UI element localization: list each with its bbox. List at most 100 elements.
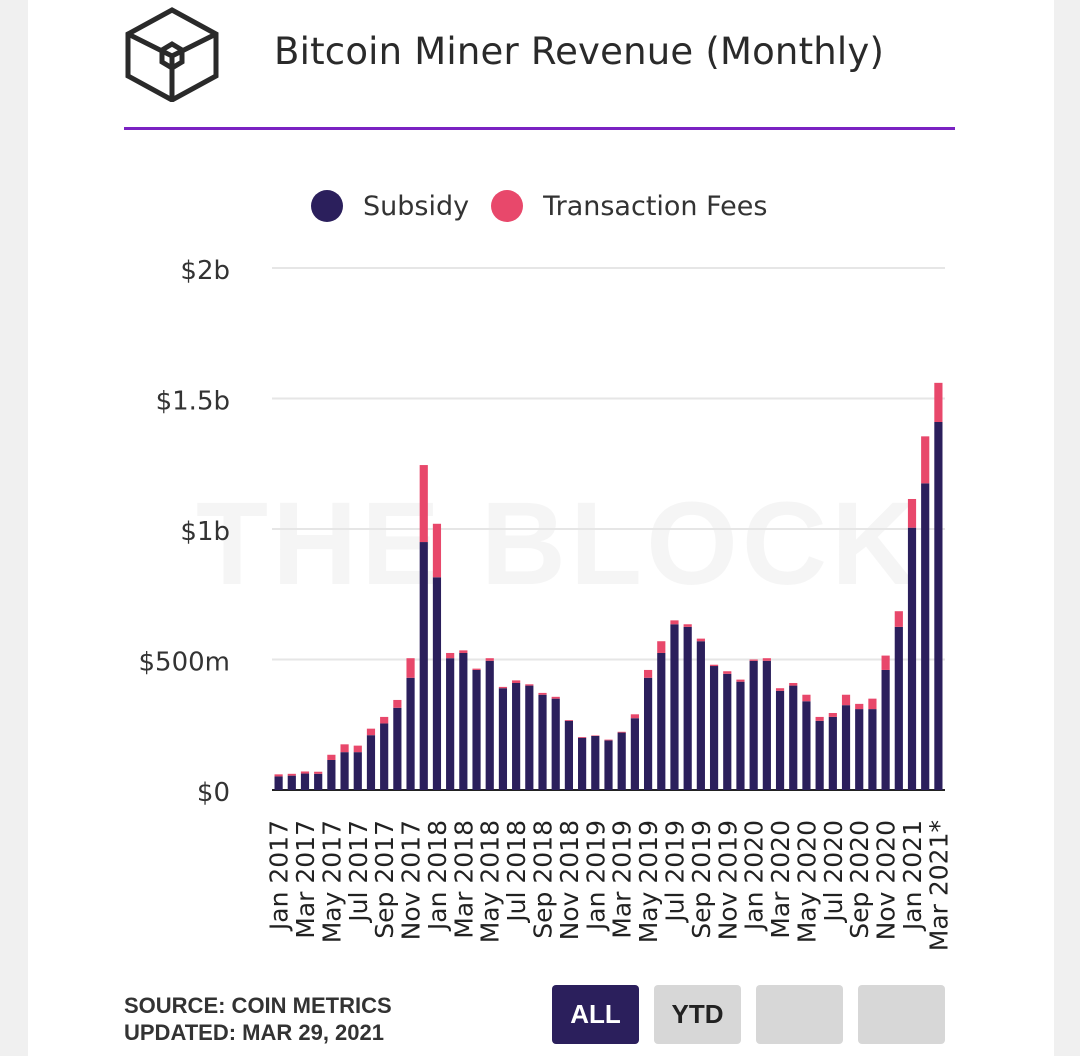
x-tick-label: Nov 2018 [555,820,584,940]
bar-subsidy [432,577,442,790]
bar-subsidy [696,641,705,790]
bar-transaction-fees [419,465,428,543]
bar-subsidy [353,752,362,790]
bar-transaction-fees [696,638,705,642]
range-button-3[interactable] [756,985,843,1044]
x-tick-label: May 2018 [476,820,505,943]
x-tick-label: May 2017 [317,820,346,943]
updated-text: UPDATED: MAR 29, 2021 [124,1020,384,1045]
bar-transaction-fees [393,699,402,708]
bar-transaction-fees [894,611,903,627]
bar-transaction-fees [446,652,455,659]
x-tick-label: Nov 2017 [397,820,426,940]
bar-transaction-fees [934,382,943,422]
bar-subsidy [525,685,534,790]
bar-transaction-fees [340,744,349,753]
bar-transaction-fees [683,624,692,627]
bar-transaction-fees [643,669,653,678]
bar-transaction-fees [723,671,732,674]
bar-subsidy [485,660,494,790]
bar-transaction-fees [498,686,508,689]
y-tick-label: $2b [180,256,230,286]
x-tick-label: Sep 2020 [845,820,874,939]
bar-subsidy [604,740,613,790]
bar-subsidy [630,718,639,790]
bar-subsidy [709,666,719,790]
bar-subsidy [274,776,283,790]
bar-subsidy [551,698,560,790]
bar-subsidy [472,669,481,790]
bar-transaction-fees [578,737,587,738]
x-tick-label: Mar 2020 [766,820,795,939]
bar-subsidy [366,735,376,790]
bar-subsidy [578,737,587,790]
source-text: SOURCE: COIN METRICS [124,993,392,1018]
bar-transaction-fees [604,739,613,741]
bar-transaction-fees [353,745,362,753]
bar-transaction-fees [617,731,626,733]
range-all-button[interactable]: ALL [552,985,639,1044]
bar-transaction-fees [630,714,639,719]
y-tick-label: $1.5b [156,387,230,417]
bar-transaction-fees [670,620,679,625]
bar-transaction-fees [300,771,310,774]
x-tick-label: Jul 2020 [819,820,848,924]
bar-subsidy [683,626,692,790]
bar-transaction-fees [432,523,442,578]
bar-subsidy [287,775,296,790]
legend-fees-swatch [491,190,524,222]
bar-subsidy [736,681,745,790]
x-tick-label: Mar 2017 [291,820,320,939]
bar-transaction-fees [657,641,666,653]
bar-transaction-fees [921,436,930,484]
bar-subsidy [314,773,323,790]
range-button-4[interactable] [858,985,945,1044]
bar-subsidy [446,658,455,790]
bar-subsidy [340,752,349,790]
bar-subsidy [459,652,468,790]
y-tick-label: $500m [139,648,231,678]
bar-transaction-fees [551,696,560,699]
bar-transaction-fees [736,679,745,682]
x-tick-label: May 2019 [634,820,663,943]
x-tick-label: Jan 2019 [581,820,610,932]
y-tick-label: $1b [180,517,230,547]
bar-subsidy [907,527,917,790]
bar-transaction-fees [366,728,376,736]
bar-subsidy [406,677,415,790]
x-tick-label: Nov 2020 [872,820,901,940]
bar-subsidy [868,709,877,790]
bar-subsidy [723,673,732,790]
bar-transaction-fees [828,713,837,717]
bar-transaction-fees [472,668,481,670]
bar-transaction-fees [459,650,468,653]
bar-subsidy [300,773,310,790]
x-tick-label: Mar 2021* [924,820,953,951]
chart-legend: Subsidy Transaction Fees [311,186,789,226]
bar-transaction-fees [538,692,547,695]
bar-subsidy [855,709,864,790]
bar-subsidy [815,720,824,790]
bar-subsidy [564,720,574,790]
bar-subsidy [775,690,785,790]
x-tick-label: Sep 2019 [687,820,716,939]
bar-transaction-fees [762,658,771,661]
x-tick-label: Jan 2020 [740,820,769,932]
range-ytd-button[interactable]: YTD [654,985,741,1044]
bar-subsidy [841,705,851,790]
bar-transaction-fees [274,774,283,777]
bar-transaction-fees [815,716,824,721]
bar-transaction-fees [868,698,877,710]
bar-subsidy [749,660,758,790]
x-tick-label: Jul 2019 [660,820,689,924]
bar-subsidy [934,421,943,790]
x-tick-label: Jul 2017 [344,820,373,924]
bar-subsidy [591,735,600,790]
bar-subsidy [643,677,653,790]
x-tick-label: Jul 2018 [502,820,531,924]
x-tick-label: Jan 2018 [423,820,452,932]
bar-transaction-fees [287,773,296,776]
bar-subsidy [894,626,903,790]
bar-transaction-fees [881,655,890,670]
